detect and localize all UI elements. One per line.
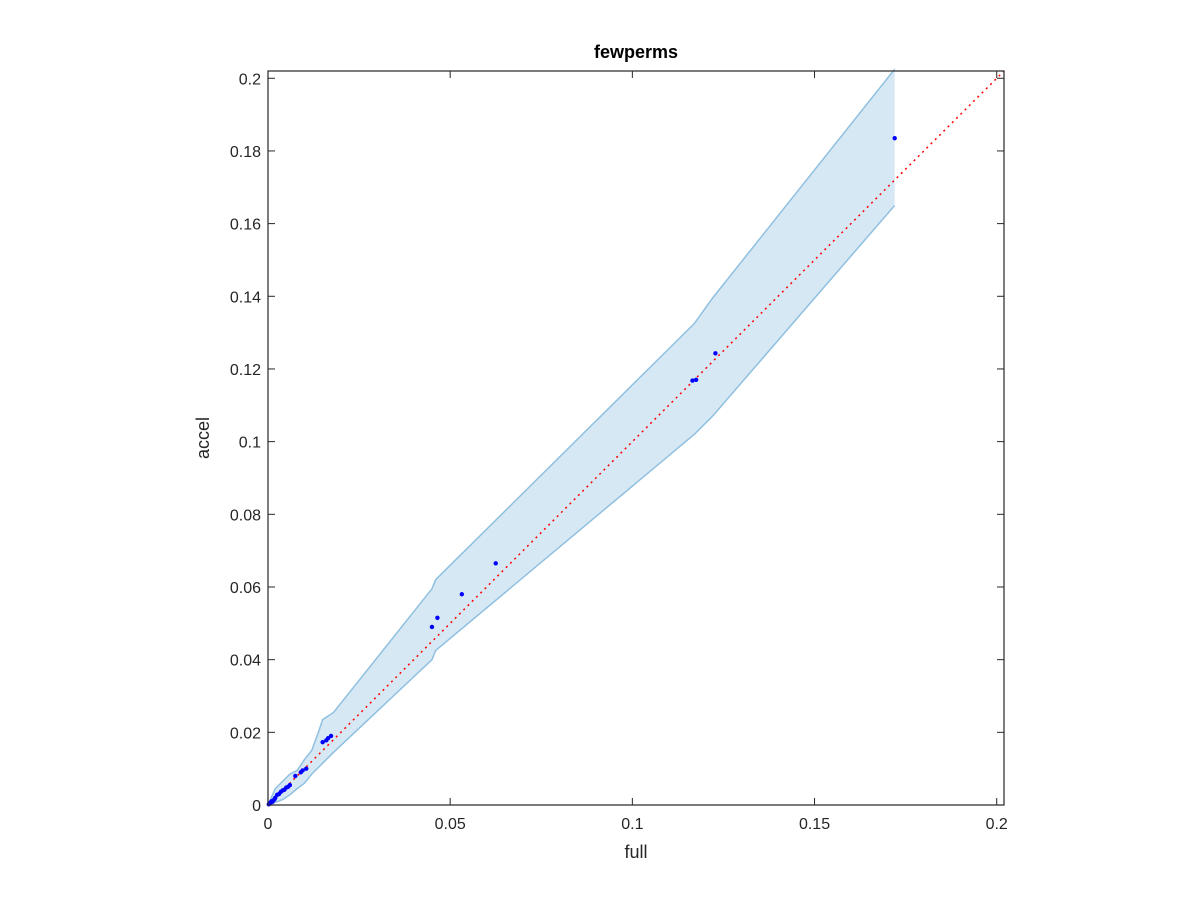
x-tick-label: 0.1 <box>621 816 643 833</box>
band-upper-edge <box>267 68 896 806</box>
y-tick-label: 0.14 <box>230 289 261 306</box>
data-points <box>266 136 897 807</box>
y-tick-label: 0.18 <box>230 144 261 161</box>
x-tick-label: 0.15 <box>799 816 830 833</box>
y-tick-label: 0.2 <box>239 71 261 88</box>
y-tick-label: 0 <box>252 798 261 815</box>
data-point <box>892 136 897 141</box>
data-point <box>690 378 695 383</box>
y-tick-label: 0.1 <box>239 435 261 452</box>
y-tick-label: 0.04 <box>230 653 261 670</box>
data-point <box>293 773 298 779</box>
data-point <box>429 624 435 630</box>
plot-frame <box>267 70 1005 806</box>
data-point <box>693 377 699 383</box>
y-tick-label: 0.12 <box>230 362 261 379</box>
y-tick-label: 0.02 <box>230 725 261 742</box>
y-tick-label: 0.16 <box>230 217 261 234</box>
data-point <box>304 766 309 771</box>
y-axis-label: accel <box>193 417 213 459</box>
y-axis-ticks: 0 0.02 0.04 0.06 0.08 0.1 0.12 0.14 0.16 0.18 0.2 <box>230 71 1004 815</box>
band-lower-edge <box>267 204 896 806</box>
data-point <box>320 739 325 745</box>
y-tick-label: 0.08 <box>230 507 261 524</box>
x-tick-label: 0.05 <box>435 816 466 833</box>
x-axis-label: full <box>624 842 647 862</box>
data-point <box>459 592 465 597</box>
chart-title: fewperms <box>594 42 678 62</box>
x-axis-ticks: 0 0.05 0.1 0.15 0.2 <box>264 71 1008 833</box>
data-point <box>493 561 498 566</box>
data-point <box>300 768 305 773</box>
x-tick-label: 0.2 <box>986 816 1008 833</box>
data-point <box>713 351 718 356</box>
data-point <box>435 615 440 621</box>
confidence-band <box>267 68 896 806</box>
y-tick-label: 0.06 <box>230 580 261 597</box>
x-tick-label: 0 <box>264 816 273 833</box>
band-fill <box>268 69 895 805</box>
data-point <box>287 782 293 788</box>
data-point <box>328 733 334 739</box>
